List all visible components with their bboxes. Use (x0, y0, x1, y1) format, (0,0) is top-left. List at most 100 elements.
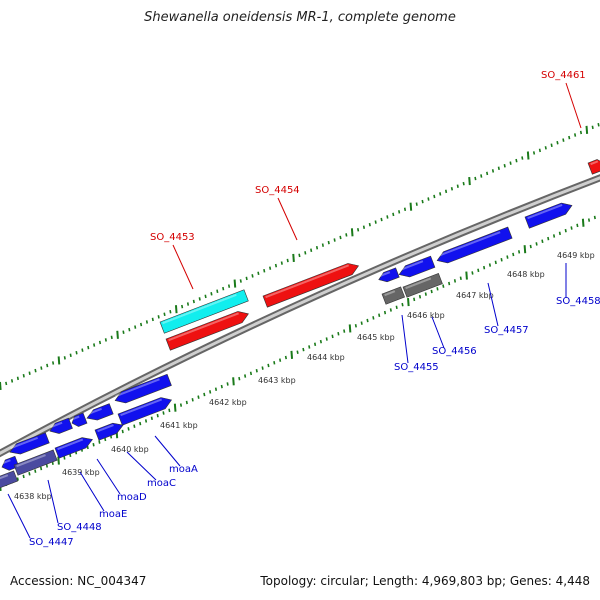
gene-arrow-gray-so-4455-shape (381, 286, 406, 305)
tick-mark (372, 316, 375, 320)
tick-mark (197, 395, 200, 399)
tick-mark (151, 317, 154, 322)
tick-mark (308, 345, 311, 349)
tick-mark (448, 281, 451, 286)
tick-mark (81, 348, 84, 352)
tick-mark (321, 243, 324, 247)
gene-arrow-gray-so-4455b (402, 272, 443, 298)
tick-mark (424, 292, 427, 296)
tick-mark (350, 228, 354, 237)
tick-mark (290, 350, 294, 359)
tick-mark (497, 166, 500, 171)
tick-mark (304, 251, 307, 255)
tick-mark (214, 387, 218, 391)
tick-mark (398, 210, 401, 214)
tick-mark (128, 327, 131, 332)
tick-mark (488, 263, 492, 267)
tick-mark (63, 356, 66, 360)
tick-mark (433, 194, 436, 199)
tick-mark (456, 184, 459, 188)
gene-arrow-blue-moaA-shape (114, 373, 172, 404)
tick-mark (591, 125, 594, 130)
gene-arrow-gray-so-4455 (381, 286, 406, 305)
tick-mark (249, 371, 253, 376)
tick-mark (28, 371, 31, 375)
tick-mark (104, 338, 107, 342)
tick-mark (327, 240, 330, 245)
tick-mark (403, 207, 407, 212)
tick-mark (174, 305, 178, 314)
tick-mark (506, 255, 509, 259)
gene-arrow-blue-small-shape (378, 267, 400, 283)
tick-mark (227, 284, 231, 288)
gene-arrow-blue-edge-highlight (2, 459, 11, 465)
tick-mark (251, 274, 254, 278)
gene-label: SO_4453 (150, 232, 195, 243)
gene-arrow-blue-c-shape (54, 437, 93, 459)
tick-mark (245, 276, 248, 281)
tick-mark (430, 289, 433, 294)
kbp-label: 4646 kbp (407, 311, 445, 320)
gene-label: SO_4458 (556, 296, 600, 307)
gene-label: moaD (117, 492, 147, 503)
tick-mark (474, 176, 477, 181)
tick-mark (302, 347, 305, 352)
kbp-label: 4647 kbp (456, 291, 494, 300)
tick-mark (40, 466, 43, 471)
tick-mark (343, 329, 346, 333)
tick-mark (52, 361, 55, 365)
tick-mark (348, 324, 352, 333)
tick-mark (127, 427, 130, 431)
tick-mark (491, 169, 495, 173)
tick-mark (198, 297, 201, 301)
gene-arrow-blue-so-4448-highlight (10, 436, 39, 450)
tick-mark (362, 225, 366, 229)
tick-mark (121, 429, 124, 434)
tick-mark (22, 474, 25, 479)
tick-mark (98, 440, 101, 444)
tick-mark (186, 302, 190, 306)
tick-mark (535, 242, 538, 246)
tick-mark (544, 146, 547, 150)
tick-mark (512, 252, 515, 257)
tick-mark (45, 464, 49, 468)
tick-mark (427, 197, 430, 201)
tick-mark (517, 250, 521, 254)
tick-mark (459, 276, 462, 280)
gene-arrow-cyan-so-4453 (159, 289, 249, 334)
tick-mark (486, 171, 489, 176)
tick-mark (34, 368, 37, 373)
tick-mark (150, 416, 153, 421)
tick-mark (269, 266, 272, 270)
tick-mark (209, 390, 212, 394)
tick-mark (75, 350, 78, 355)
tick-mark (16, 477, 19, 481)
gene-label: moaA (169, 464, 198, 475)
tick-mark (597, 123, 600, 127)
tick-mark (407, 297, 410, 307)
kbp-label: 4642 kbp (209, 398, 247, 407)
leader-line (277, 197, 298, 241)
tick-mark (593, 215, 596, 220)
leader-line (487, 282, 499, 327)
tick-mark (483, 265, 486, 270)
tick-mark (366, 318, 369, 323)
leader-line (47, 479, 59, 524)
gene-arrow-blue-so-4457-shape (436, 226, 513, 264)
tick-mark (368, 222, 371, 227)
tick-mark (274, 263, 278, 268)
gene-arrow-blue-so-4457-highlight (437, 231, 501, 258)
leader-line (172, 244, 194, 290)
tick-mark (515, 158, 518, 163)
tick-mark (471, 271, 474, 275)
kbp-label: 4644 kbp (307, 353, 345, 362)
tick-mark (552, 234, 556, 238)
tick-mark (40, 366, 43, 370)
gene-arrow-blue-moaE-highlight (72, 415, 80, 421)
tick-mark (442, 284, 445, 288)
tick-mark (413, 297, 416, 302)
gene-arrow-red-lower (165, 311, 249, 351)
tick-mark (538, 148, 541, 153)
gene-arrow-blue-so-4457 (436, 226, 513, 264)
kbp-label: 4641 kbp (160, 421, 198, 430)
